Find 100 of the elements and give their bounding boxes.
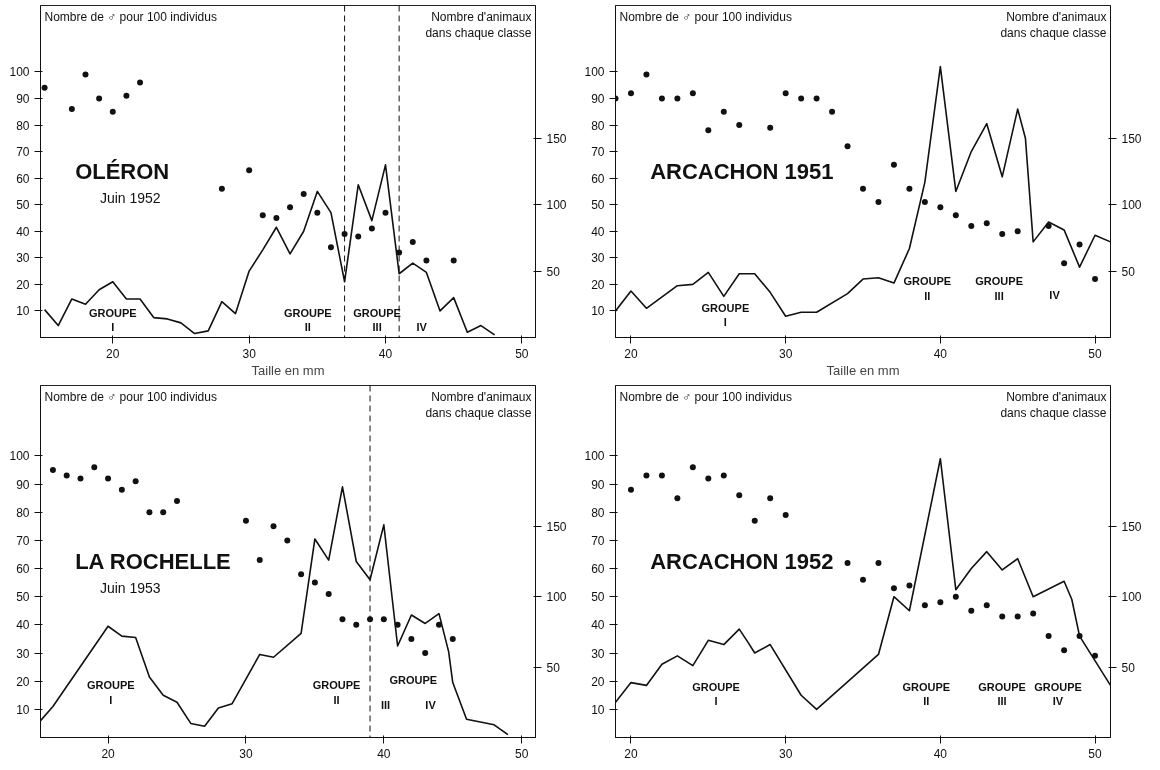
y-tick-label: 20: [591, 277, 605, 292]
y-tick-label: 60: [16, 171, 30, 186]
annotation: GROUPE II: [903, 275, 952, 302]
y2-tick-label: 150: [1121, 131, 1142, 146]
annotation: IV: [416, 321, 428, 334]
annotation: GROUPE: [353, 307, 401, 320]
annotation: GROUPE III: [978, 680, 1026, 708]
text: LA ROCHELLE: [75, 549, 231, 574]
x-axis-title: Taille en mm: [826, 362, 900, 378]
y2-tick-label: 150: [1121, 519, 1142, 534]
y2-tick-label: 150: [546, 131, 567, 146]
annotation: IV: [425, 698, 437, 711]
y2-axis-title: Nombre d'animaux dans chaque classe: [1000, 9, 1107, 41]
y-tick-label: 10: [16, 304, 30, 319]
y-tick-label: 20: [16, 674, 30, 689]
y-tick-label: 90: [591, 477, 605, 492]
y-tick-label: 60: [16, 562, 30, 577]
y-tick-label: 100: [584, 449, 605, 464]
annotation: GROUPE I: [88, 307, 137, 334]
x-tick-label: 50: [515, 746, 529, 761]
annotation: III: [380, 698, 391, 711]
text: OLÉRON: [75, 159, 170, 184]
y-tick-label: 50: [16, 198, 30, 213]
y-tick-label: 70: [591, 533, 605, 548]
y2-tick-label: 100: [546, 198, 567, 213]
y-tick-label: 40: [591, 618, 605, 633]
y-axis-title: Nombre de ♂ pour 100 individus: [44, 389, 217, 404]
text: ARCACHON 1952: [650, 549, 834, 574]
y-tick-label: 10: [591, 304, 605, 319]
y2-tick-label: 100: [546, 590, 567, 605]
y-tick-label: 80: [591, 505, 605, 520]
x-tick-label: 20: [106, 346, 120, 361]
annotation: IV: [1049, 289, 1061, 301]
y-tick-label: 60: [591, 171, 605, 186]
x-tick-label: 40: [378, 346, 393, 361]
annotation: GROUPE: [389, 674, 438, 687]
x-tick-label: 50: [515, 346, 529, 361]
y2-axis-title: Nombre d'animaux dans chaque classe: [425, 389, 532, 421]
y2-tick-label: 150: [546, 519, 567, 534]
annotation: GROUPE I: [692, 680, 740, 708]
y-tick-label: 10: [16, 702, 30, 717]
y-tick-label: 100: [584, 65, 605, 80]
x-tick-label: 40: [933, 346, 948, 361]
annotation: GROUPE I: [701, 302, 750, 329]
x-axis-title: Taille en mm: [251, 362, 325, 378]
y-axis-title: Nombre de ♂ pour 100 individus: [619, 389, 792, 404]
annotation: GROUPE I: [86, 679, 135, 706]
x-tick-label: 40: [933, 746, 948, 761]
text: ARCACHON 1951: [650, 159, 834, 184]
y2-tick-label: 50: [1121, 660, 1136, 675]
y-tick-label: 80: [16, 505, 30, 520]
x-tick-label: 20: [624, 746, 638, 761]
y-tick-label: 40: [16, 224, 30, 239]
y2-tick-label: 50: [546, 264, 561, 279]
y-tick-label: 90: [591, 91, 605, 106]
y2-axis-title: Nombre d'animaux dans chaque classe: [1000, 389, 1107, 421]
annotation: GROUPE II: [902, 680, 951, 708]
annotation: GROUPE II: [283, 307, 332, 334]
x-tick-label: 30: [242, 346, 257, 361]
y-tick-label: 30: [591, 251, 605, 266]
y2-tick-label: 50: [1121, 264, 1136, 279]
x-tick-label: 50: [1088, 746, 1103, 761]
annotation: GROUPE II: [312, 679, 361, 706]
x-tick-label: 40: [377, 746, 391, 761]
y-tick-label: 80: [591, 118, 605, 133]
y-tick-label: 90: [16, 91, 30, 106]
y-tick-label: 60: [591, 562, 605, 577]
x-tick-label: 50: [1088, 346, 1103, 361]
y-tick-label: 80: [16, 118, 30, 133]
x-tick-label: 20: [624, 346, 638, 361]
text: Juin 1952: [99, 189, 161, 206]
y-tick-label: 70: [16, 145, 30, 160]
x-tick-label: 30: [778, 746, 793, 761]
y2-tick-label: 100: [1121, 590, 1142, 605]
y-tick-label: 70: [591, 145, 605, 160]
annotation: III: [372, 321, 382, 334]
y-tick-label: 20: [16, 277, 30, 292]
y-axis-title: Nombre de ♂ pour 100 individus: [44, 9, 217, 24]
y-tick-label: 100: [9, 65, 30, 80]
y-tick-label: 100: [9, 449, 30, 464]
y-tick-label: 50: [591, 198, 605, 213]
y-axis-title: Nombre de ♂ pour 100 individus: [619, 9, 792, 24]
y-tick-label: 70: [16, 533, 30, 548]
x-tick-label: 20: [101, 746, 116, 761]
y2-axis-title: Nombre d'animaux dans chaque classe: [425, 9, 532, 41]
x-tick-label: 30: [778, 346, 793, 361]
y-tick-label: 40: [591, 224, 605, 239]
y-tick-label: 30: [591, 646, 605, 661]
y-tick-label: 20: [591, 674, 605, 689]
annotation: GROUPE IV: [1034, 680, 1082, 708]
y-tick-label: 40: [16, 618, 30, 633]
y-tick-label: 30: [16, 251, 30, 266]
y2-tick-label: 100: [1121, 198, 1142, 213]
y-tick-label: 10: [591, 702, 605, 717]
y2-tick-label: 50: [546, 660, 561, 675]
y-tick-label: 50: [591, 590, 605, 605]
y-tick-label: 30: [16, 646, 30, 661]
annotation: GROUPE III: [975, 275, 1023, 302]
y-tick-label: 90: [16, 477, 30, 492]
y-tick-label: 50: [16, 590, 30, 605]
